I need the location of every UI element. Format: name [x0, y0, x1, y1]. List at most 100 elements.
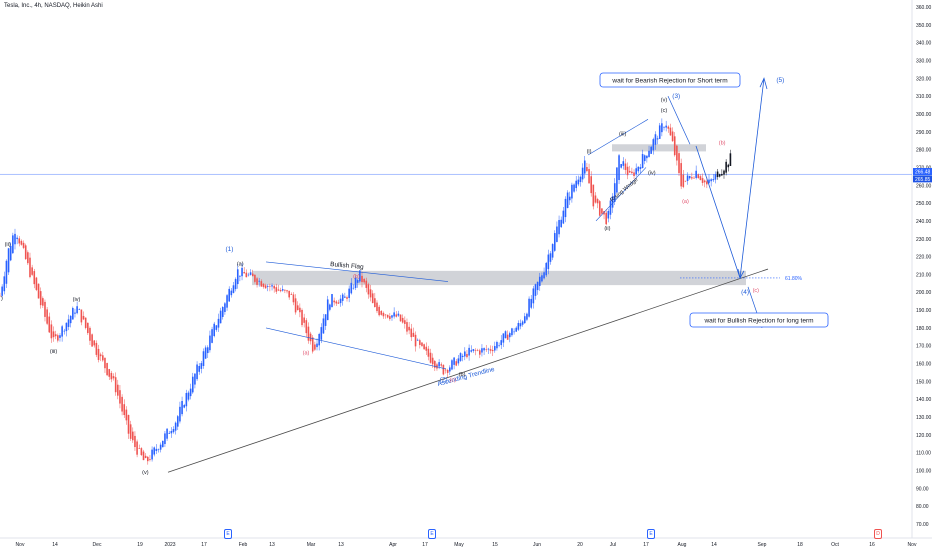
wave-label: (v) — [661, 97, 668, 103]
candle-body — [337, 302, 340, 304]
candle-body — [91, 334, 93, 347]
candle-body — [676, 145, 678, 161]
candle-body — [134, 435, 136, 448]
candle-body — [359, 270, 361, 282]
candle-body — [425, 346, 428, 351]
candle-body — [727, 164, 730, 168]
candle-body — [466, 353, 468, 358]
candle-body — [299, 307, 301, 313]
candle-body — [281, 289, 284, 291]
candle-body — [314, 344, 316, 350]
candle-body — [125, 409, 128, 421]
candle-body — [170, 431, 173, 434]
y-tick-label: 290.00 — [916, 130, 932, 136]
x-tick-label: 16 — [869, 542, 875, 548]
event-badge-d[interactable]: D — [874, 529, 882, 539]
y-tick-label: 220.00 — [916, 255, 932, 261]
candle-body — [161, 440, 164, 448]
candle-body — [588, 169, 590, 184]
event-badge-e[interactable]: E — [224, 529, 232, 539]
candle-body — [324, 314, 327, 326]
candle-body — [33, 271, 36, 285]
candle-body — [352, 287, 355, 289]
candle-body — [684, 180, 687, 182]
candle-body — [515, 327, 518, 332]
x-tick-label: Apr — [389, 542, 397, 548]
candle-body — [275, 287, 278, 292]
candle-body — [243, 272, 245, 274]
candle-body — [166, 428, 168, 439]
x-tick-label: 17 — [201, 542, 207, 548]
candle-body — [52, 331, 55, 338]
wave-label: (5) — [776, 77, 784, 84]
candle-body — [168, 432, 171, 434]
candle-body — [678, 153, 680, 174]
candle-body — [481, 348, 483, 353]
resistance-zone — [612, 144, 706, 152]
candle-body — [658, 125, 661, 139]
candle-body — [339, 298, 342, 304]
y-tick-label: 360.00 — [916, 5, 932, 11]
candle-body — [624, 163, 627, 170]
candle-body — [538, 276, 541, 286]
candle-body — [354, 277, 357, 288]
y-tick-label: 170.00 — [916, 344, 932, 350]
candle-body — [489, 349, 492, 351]
candle-body — [374, 298, 376, 307]
y-tick-label: 230.00 — [916, 237, 932, 243]
candle-body — [123, 404, 126, 416]
candle-body — [506, 334, 509, 340]
candle-body — [483, 348, 485, 351]
candle-body — [639, 167, 642, 169]
candle-body — [434, 361, 436, 368]
x-tick-label: 14 — [711, 542, 717, 548]
y-tick-label: 310.00 — [916, 94, 932, 100]
candle-body — [176, 416, 179, 427]
candle-body — [239, 275, 241, 277]
candle-body — [346, 297, 348, 299]
candle-body — [384, 314, 387, 316]
candle-body — [350, 282, 353, 294]
candle-body — [119, 390, 121, 404]
candle-body — [303, 317, 305, 323]
candle-body — [309, 333, 312, 342]
candle-body — [22, 242, 25, 248]
candle-body — [491, 349, 494, 352]
wave-label: (3) — [672, 93, 680, 100]
x-tick-label: 20 — [577, 542, 583, 548]
candle-body — [213, 323, 215, 337]
x-tick-label: 18 — [797, 542, 803, 548]
candle-body — [277, 289, 280, 291]
candle-body — [273, 285, 275, 289]
candle-body — [183, 405, 186, 408]
candle-body — [211, 329, 213, 343]
candle-body — [129, 424, 132, 439]
bearish-note: wait for Bearish Rejection for Short ter… — [611, 78, 727, 85]
y-tick-label: 330.00 — [916, 58, 932, 64]
candle-body — [654, 134, 657, 145]
candle-body — [386, 314, 389, 318]
event-badge-e[interactable]: E — [647, 529, 655, 539]
candle-body — [543, 272, 545, 279]
candle-body — [363, 278, 365, 283]
candle-body — [217, 318, 220, 328]
candle-body — [144, 455, 147, 459]
candle-body — [669, 127, 672, 136]
candle-body — [14, 233, 16, 245]
candle-body — [680, 163, 682, 187]
candle-body — [691, 177, 693, 179]
candle-body — [97, 348, 100, 360]
event-badge-e[interactable]: E — [428, 529, 436, 539]
x-tick-label: 14 — [52, 542, 58, 548]
candle-body — [646, 155, 648, 159]
candle-body — [296, 305, 299, 311]
candle-body — [468, 347, 470, 356]
candle-body — [703, 180, 706, 183]
wave-label: (i) — [587, 149, 592, 155]
candle-body — [513, 331, 515, 333]
candle-body — [457, 358, 460, 364]
candle-body — [671, 131, 674, 142]
candle-body — [164, 433, 166, 444]
